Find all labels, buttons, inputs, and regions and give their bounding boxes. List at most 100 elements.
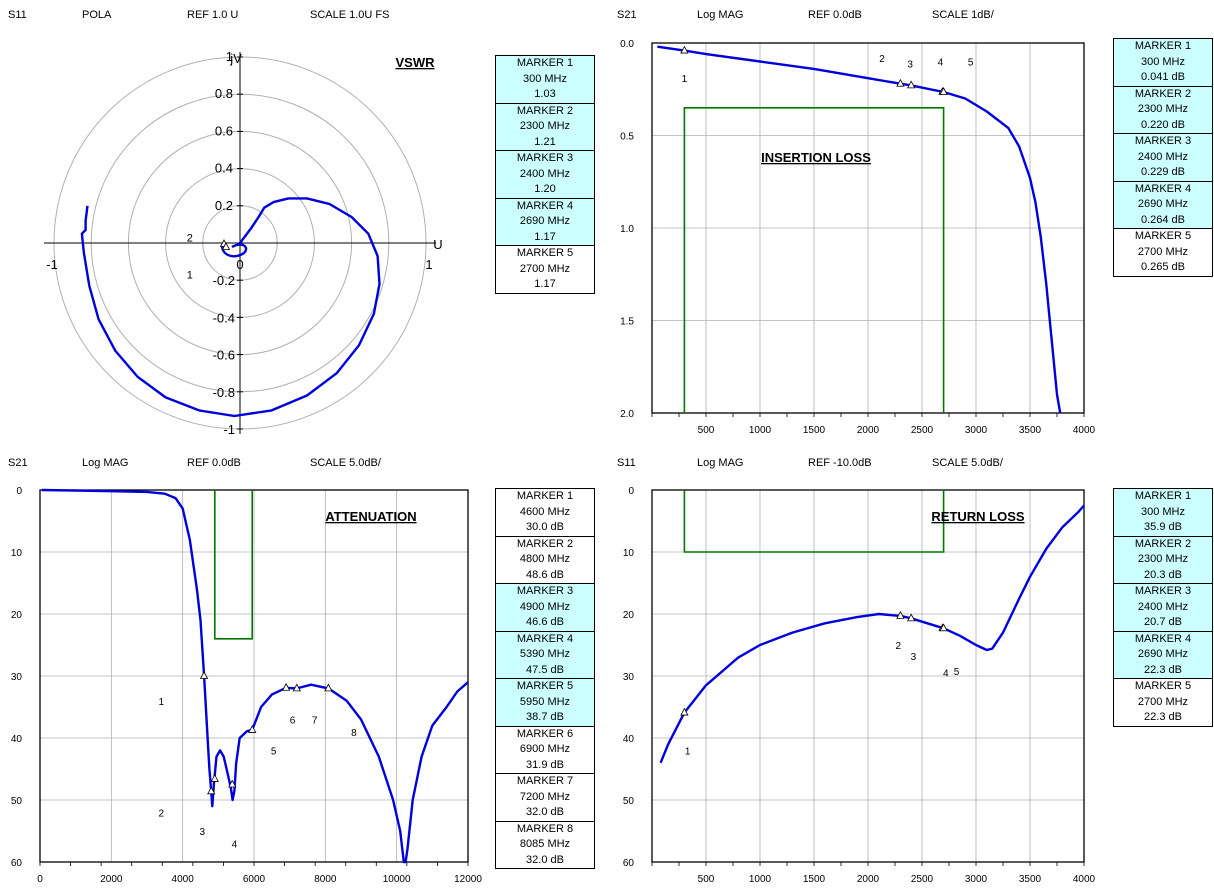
marker-freq: 2690 MHz	[519, 215, 571, 227]
y-tick-label: 1.0	[620, 224, 634, 235]
marker-number-label: 7	[312, 715, 318, 726]
marker-name: MARKER 1	[516, 490, 574, 502]
panel4-scale: SCALE 5.0dB/	[932, 457, 1003, 469]
marker-triangle	[199, 671, 209, 679]
marker-number-label: 3	[200, 827, 206, 838]
marker-readout: MARKER 5 2700 MHz 22.3 dB	[1114, 679, 1212, 726]
trace-line	[657, 45, 1062, 414]
x-tick-label: 3500	[1019, 874, 1042, 885]
marker-value: 32.0 dB	[526, 853, 564, 866]
marker-freq: 300 MHz	[522, 72, 568, 85]
return-loss-marker-table: MARKER 1 300 MHz 35.9 dB MARKER 2 2300 MHz 20…	[1113, 488, 1213, 727]
marker-readout: MARKER 2 2300 MHz 20.3 dB	[1114, 536, 1212, 584]
limit-line	[683, 107, 945, 413]
marker-triangle	[324, 683, 333, 692]
y-tick-label: 50	[11, 796, 23, 807]
marker-value: 20.3 dB	[1144, 568, 1182, 581]
marker-value: 22.3 dB	[1144, 663, 1182, 676]
panel2-format: Log MAG	[697, 9, 744, 21]
y-tick-label: 0.5	[620, 132, 634, 143]
y-tick-label: 60	[11, 858, 23, 869]
marker-readout: MARKER 5 2700 MHz 1.17	[496, 246, 594, 293]
x-tick-label: 10000	[383, 874, 411, 885]
marker-freq: 300 MHz	[1140, 505, 1186, 518]
y-tick-label: 40	[11, 734, 23, 745]
marker-readout: MARKER 5 2700 MHz 0.265 dB	[1114, 229, 1212, 276]
marker-name: MARKER 4	[1134, 182, 1192, 195]
marker-triangle	[907, 613, 916, 622]
marker-name: MARKER 5	[1134, 230, 1192, 242]
marker-value: 0.264 dB	[1140, 213, 1186, 226]
marker-freq: 2690 MHz	[1137, 198, 1189, 210]
marker-value: 38.7 dB	[526, 711, 564, 723]
polar-x-axis-label: U	[433, 237, 442, 252]
marker-value: 35.9 dB	[1144, 521, 1182, 533]
y-tick-label: 60	[623, 858, 635, 869]
marker-triangle	[907, 80, 916, 89]
marker-name: MARKER 3	[1134, 585, 1192, 597]
marker-triangle	[680, 707, 689, 716]
polar-marker-label: 1	[187, 270, 193, 282]
polar-x-right-label: 1	[425, 257, 432, 272]
marker-readout: MARKER 8 8085 MHz 32.0 dB	[496, 822, 594, 869]
x-tick-label: 1000	[749, 425, 772, 436]
polar-y-axis-label: jV	[229, 51, 242, 66]
marker-value: 0.041 dB	[1140, 71, 1186, 83]
marker-name: MARKER 1	[516, 57, 574, 69]
marker-name: MARKER 5	[1134, 680, 1192, 692]
x-tick-label: 6000	[243, 874, 266, 885]
y-tick-label: 20	[623, 610, 635, 621]
y-tick-label: 2.0	[620, 409, 634, 420]
marker-number-label: 5	[968, 58, 974, 69]
marker-freq: 2300 MHz	[519, 120, 571, 132]
y-tick-label: 30	[623, 672, 635, 683]
marker-triangle	[248, 725, 257, 733]
panel3-format: Log MAG	[82, 457, 129, 469]
marker-freq: 7200 MHz	[519, 790, 571, 803]
x-tick-label: 3000	[965, 425, 988, 436]
marker-number-label: 3	[911, 652, 917, 663]
x-tick-label: 12000	[454, 874, 482, 885]
marker-value: 0.229 dB	[1140, 166, 1186, 178]
marker-value: 48.6 dB	[526, 568, 564, 581]
marker-triangle	[292, 683, 301, 692]
marker-value: 47.5 dB	[526, 663, 564, 676]
trace-line	[41, 488, 469, 864]
marker-freq: 2700 MHz	[1137, 245, 1189, 258]
polar-tick-label: -1	[223, 422, 235, 437]
marker-readout: MARKER 4 5390 MHz 47.5 dB	[496, 631, 594, 679]
marker-freq: 2300 MHz	[1137, 553, 1189, 565]
marker-readout: MARKER 3 4900 MHz 46.6 dB	[496, 584, 594, 632]
marker-name: MARKER 8	[516, 822, 574, 835]
polar-tick-label: -0.4	[213, 310, 235, 325]
x-tick-label: 3500	[1019, 425, 1042, 436]
marker-readout: MARKER 7 7200 MHz 32.0 dB	[496, 774, 594, 822]
polar-origin-label: 0	[236, 257, 243, 272]
marker-value: 1.17	[534, 230, 556, 243]
plot-frame	[39, 489, 469, 863]
panel3-scale: SCALE 5.0dB/	[310, 457, 381, 469]
plot-frame	[651, 489, 1085, 863]
y-tick-label: 30	[11, 672, 23, 683]
marker-readout: MARKER 2 2300 MHz 0.220 dB	[1114, 86, 1212, 134]
polar-x-left-label: -1	[46, 257, 58, 272]
marker-name: MARKER 4	[516, 199, 574, 212]
marker-name: MARKER 3	[1134, 135, 1192, 147]
marker-triangle	[939, 87, 948, 95]
marker-number-label: 1	[682, 74, 688, 85]
panel4-ref: REF -10.0dB	[808, 457, 872, 469]
marker-number-label: 5	[954, 667, 960, 678]
polar-tick-label: 0.8	[215, 86, 233, 101]
marker-value: 0.265 dB	[1140, 261, 1186, 273]
marker-freq: 300 MHz	[1140, 55, 1186, 68]
plot-frame	[651, 42, 1085, 414]
vswr-title: VSWR	[396, 55, 436, 70]
polar-marker-label: 2	[187, 232, 193, 244]
attenuation-marker-table: MARKER 1 4600 MHz 30.0 dB MARKER 2 4800 MHz 4…	[495, 488, 595, 869]
marker-value: 1.17	[534, 278, 556, 290]
marker-number-label: 4	[943, 668, 949, 679]
marker-readout: MARKER 6 6900 MHz 31.9 dB	[496, 727, 594, 774]
marker-value: 31.9 dB	[526, 758, 564, 771]
x-tick-label: 1000	[749, 874, 772, 885]
